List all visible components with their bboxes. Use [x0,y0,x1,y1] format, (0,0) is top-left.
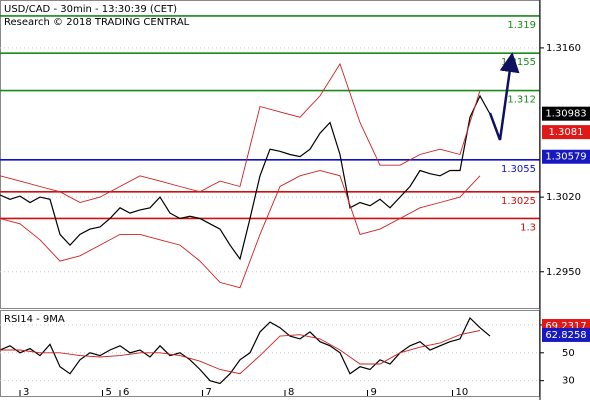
x-tick-label: 8 [288,387,294,398]
level-label: 1.3155 [501,57,536,68]
chart-subtitle: Research © 2018 TRADING CENTRAL [4,17,190,28]
level-label: 1.3 [520,222,536,233]
series-line [0,330,481,375]
y-tick-label: 50 [562,348,575,359]
series-line [0,62,481,203]
y-tick-label: 1.3160 [546,43,581,54]
price-box-label: 1.3081 [549,127,584,138]
y-tick-label: 1.3020 [546,192,581,203]
forecast-arrow [488,52,520,141]
price-box [542,106,590,121]
price-box [542,125,590,140]
price-box-label: 1.30579 [545,152,586,163]
level-label: 1.3055 [501,164,536,175]
x-tick-label: 6 [123,387,129,398]
y-tick-label: 1.2950 [546,267,581,278]
panel-title: RSI14 - 9MA [4,314,65,325]
x-tick-label: 5 [106,387,112,398]
series-line [0,94,491,261]
chart-title: USD/CAD - 30min - 13:30:39 (CET) [4,4,177,15]
x-tick-label: 7 [206,387,212,398]
series-line [0,316,491,385]
price-box-label: 69.2317 [545,321,586,332]
level-label: 1.3025 [501,196,536,207]
level-label: 1.319 [507,20,536,31]
x-tick-label: 10 [456,387,469,398]
series-line [0,170,481,289]
price-box-label: 62.8258 [545,330,586,341]
price-box-label: 1.30983 [545,109,586,120]
price-box [542,149,590,164]
y-tick-label: 30 [562,376,575,387]
x-tick-label: 9 [371,387,377,398]
price-box [542,327,590,342]
x-tick-label: 3 [23,387,29,398]
rsi-panel [0,310,540,397]
level-label: 1.312 [507,95,536,106]
